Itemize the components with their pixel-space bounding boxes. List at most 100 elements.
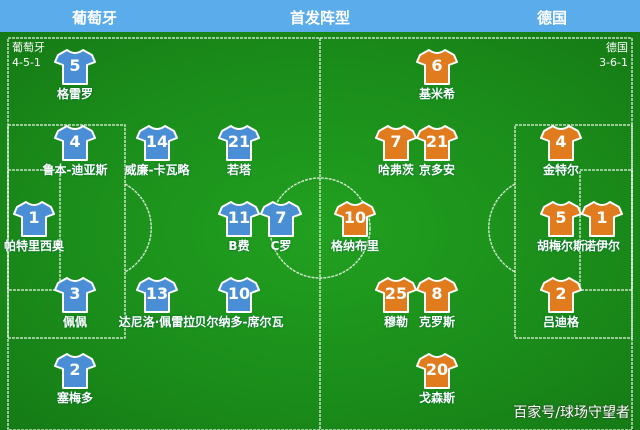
home-team-name: 葡萄牙 bbox=[12, 41, 45, 54]
home-player[interactable]: 10 贝尔纳多-席尔瓦 bbox=[194, 276, 284, 329]
player-name: 金特尔 bbox=[542, 163, 579, 177]
player-name: 若塔 bbox=[226, 163, 251, 177]
player-name: 胡梅尔斯 bbox=[536, 239, 585, 253]
player-name: 诺伊尔 bbox=[583, 239, 620, 253]
pitch: 葡萄牙 4-5-1 德国 3-6-1 百家号/球场守望者 5 格雷罗 4 鲁本-迪亚斯… bbox=[0, 32, 640, 430]
jersey-icon: 6 bbox=[416, 48, 458, 86]
jersey-number: 7 bbox=[275, 208, 287, 227]
home-team-info: 葡萄牙 4-5-1 bbox=[12, 40, 45, 70]
jersey-number: 13 bbox=[145, 284, 169, 303]
player-name: 帕特里西奥 bbox=[3, 239, 64, 253]
home-player[interactable]: 11 B费 bbox=[194, 200, 284, 253]
jersey-number: 10 bbox=[227, 284, 251, 303]
jersey-icon: 8 bbox=[416, 276, 458, 314]
jersey-icon: 5 bbox=[540, 200, 582, 238]
jersey-number: 1 bbox=[28, 208, 40, 227]
jersey-icon: 21 bbox=[218, 124, 260, 162]
jersey-number: 4 bbox=[69, 132, 81, 151]
home-player[interactable]: 5 格雷罗 bbox=[30, 48, 120, 101]
jersey-number: 6 bbox=[431, 56, 443, 75]
jersey-number: 5 bbox=[555, 208, 567, 227]
away-player[interactable]: 5 胡梅尔斯 bbox=[516, 200, 606, 253]
jersey-icon: 14 bbox=[136, 124, 178, 162]
jersey-icon: 13 bbox=[136, 276, 178, 314]
player-name: 穆勒 bbox=[383, 315, 408, 329]
away-player[interactable]: 4 金特尔 bbox=[516, 124, 606, 177]
away-player[interactable]: 6 基米希 bbox=[392, 48, 482, 101]
player-name: 塞梅多 bbox=[56, 391, 93, 405]
jersey-icon: 10 bbox=[334, 200, 376, 238]
home-player[interactable]: 7 C罗 bbox=[236, 200, 326, 253]
player-name: 京多安 bbox=[418, 163, 455, 177]
jersey-icon: 2 bbox=[540, 276, 582, 314]
home-player[interactable]: 13 达尼洛·佩雷拉 bbox=[112, 276, 202, 329]
jersey-icon: 1 bbox=[13, 200, 55, 238]
home-player[interactable]: 3 佩佩 bbox=[30, 276, 120, 329]
jersey-number: 4 bbox=[555, 132, 567, 151]
jersey-number: 21 bbox=[227, 132, 251, 151]
jersey-icon: 21 bbox=[416, 124, 458, 162]
player-name: C罗 bbox=[270, 239, 292, 253]
away-player[interactable]: 20 戈森斯 bbox=[392, 352, 482, 405]
player-name: 基米希 bbox=[418, 87, 455, 101]
home-player[interactable]: 1 帕特里西奥 bbox=[0, 200, 79, 253]
away-player[interactable]: 25 穆勒 bbox=[351, 276, 441, 329]
player-name: 鲁本-迪亚斯 bbox=[42, 163, 108, 177]
jersey-icon: 1 bbox=[581, 200, 623, 238]
player-name: 哈弗茨 bbox=[377, 163, 414, 177]
away-team-title: 德国 bbox=[537, 9, 568, 27]
away-player[interactable]: 21 京多安 bbox=[392, 124, 482, 177]
header-bar: 葡萄牙 首发阵型 德国 bbox=[0, 0, 640, 32]
player-name: 格雷罗 bbox=[56, 87, 93, 101]
jersey-number: 1 bbox=[596, 208, 608, 227]
jersey-number: 2 bbox=[555, 284, 567, 303]
home-player[interactable]: 2 塞梅多 bbox=[30, 352, 120, 405]
jersey-icon: 25 bbox=[375, 276, 417, 314]
jersey-number: 20 bbox=[425, 360, 449, 379]
jersey-icon: 2 bbox=[54, 352, 96, 390]
player-name: B费 bbox=[228, 239, 250, 253]
jersey-number: 21 bbox=[425, 132, 449, 151]
home-player[interactable]: 4 鲁本-迪亚斯 bbox=[30, 124, 120, 177]
player-name: 佩佩 bbox=[62, 315, 87, 329]
away-team-info: 德国 3-6-1 bbox=[599, 40, 628, 70]
jersey-number: 5 bbox=[69, 56, 81, 75]
home-player[interactable]: 21 若塔 bbox=[194, 124, 284, 177]
player-name: 戈森斯 bbox=[418, 391, 455, 405]
jersey-number: 8 bbox=[431, 284, 443, 303]
home-team-title: 葡萄牙 bbox=[72, 9, 118, 27]
jersey-icon: 10 bbox=[218, 276, 260, 314]
lineup-title: 首发阵型 bbox=[290, 9, 351, 27]
jersey-icon: 5 bbox=[54, 48, 96, 86]
watermark: 百家号/球场守望者 bbox=[513, 405, 630, 421]
player-name: 威廉-卡瓦略 bbox=[124, 163, 190, 177]
jersey-icon: 20 bbox=[416, 352, 458, 390]
jersey-icon: 7 bbox=[375, 124, 417, 162]
player-name: 吕迪格 bbox=[542, 315, 579, 329]
jersey-icon: 7 bbox=[260, 200, 302, 238]
away-player[interactable]: 10 格纳布里 bbox=[310, 200, 400, 253]
away-team-name: 德国 bbox=[606, 41, 628, 54]
away-player[interactable]: 1 诺伊尔 bbox=[557, 200, 640, 253]
player-name: 格纳布里 bbox=[330, 239, 379, 253]
jersey-number: 25 bbox=[384, 284, 408, 303]
jersey-icon: 11 bbox=[218, 200, 260, 238]
jersey-number: 10 bbox=[343, 208, 367, 227]
jersey-number: 3 bbox=[69, 284, 81, 303]
jersey-number: 2 bbox=[69, 360, 81, 379]
home-formation: 4-5-1 bbox=[12, 56, 41, 69]
jersey-icon: 4 bbox=[54, 124, 96, 162]
away-player[interactable]: 8 克罗斯 bbox=[392, 276, 482, 329]
player-name: 贝尔纳多-席尔瓦 bbox=[194, 315, 284, 329]
away-player[interactable]: 2 吕迪格 bbox=[516, 276, 606, 329]
jersey-number: 14 bbox=[145, 132, 169, 151]
jersey-icon: 4 bbox=[540, 124, 582, 162]
jersey-number: 7 bbox=[390, 132, 402, 151]
player-name: 克罗斯 bbox=[418, 315, 455, 329]
jersey-number: 11 bbox=[227, 208, 251, 227]
jersey-icon: 3 bbox=[54, 276, 96, 314]
player-name: 达尼洛·佩雷拉 bbox=[118, 315, 196, 329]
away-player[interactable]: 7 哈弗茨 bbox=[351, 124, 441, 177]
away-formation: 3-6-1 bbox=[599, 56, 628, 69]
home-player[interactable]: 14 威廉-卡瓦略 bbox=[112, 124, 202, 177]
